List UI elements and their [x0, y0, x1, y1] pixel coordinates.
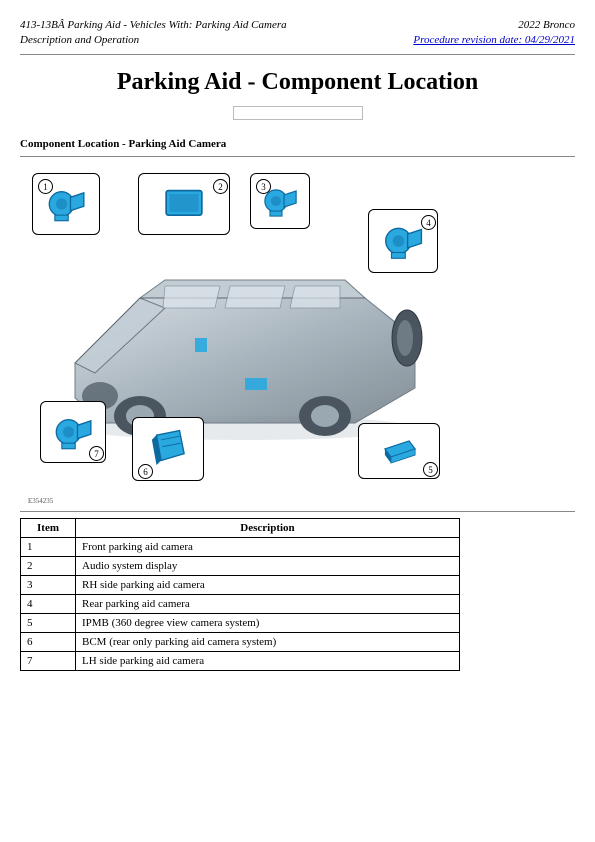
table-cell-desc: Front parking aid camera — [76, 537, 460, 556]
component-icon — [44, 181, 89, 226]
component-table: Item Description 1Front parking aid came… — [20, 518, 460, 671]
callout-number: 2 — [213, 179, 228, 194]
section-heading: Component Location - Parking Aid Camera — [20, 138, 575, 150]
table-cell-item: 3 — [21, 575, 76, 594]
table-cell-desc: IPMB (360 degree view camera system) — [76, 613, 460, 632]
figure-divider — [20, 511, 575, 512]
callout-2: 2 — [138, 173, 230, 235]
component-icon — [260, 181, 300, 221]
table-cell-desc: Audio system display — [76, 556, 460, 575]
table-header-item: Item — [21, 518, 76, 537]
figure-reference: E354235 — [28, 497, 575, 505]
component-icon — [379, 431, 419, 471]
table-row: 2Audio system display — [21, 556, 460, 575]
header-left-line2: Description and Operation — [20, 33, 287, 48]
revision-date-link[interactable]: Procedure revision date: 04/29/2021 — [413, 34, 575, 46]
header-left-line1: 413-13BÂ Parking Aid - Vehicles With: Pa… — [20, 18, 287, 33]
callout-3: 3 — [250, 173, 310, 229]
table-header-row: Item Description — [21, 518, 460, 537]
component-icon — [51, 409, 96, 454]
component-diagram: 1 2 3 4 5 67 — [20, 163, 460, 493]
center-placeholder-box — [233, 106, 363, 120]
table-cell-item: 4 — [21, 594, 76, 613]
table-row: 6BCM (rear only parking aid camera syste… — [21, 632, 460, 651]
callout-1: 1 — [32, 173, 100, 235]
header-right-line1: 2022 Bronco — [413, 18, 575, 33]
table-header-desc: Description — [76, 518, 460, 537]
table-cell-item: 2 — [21, 556, 76, 575]
table-cell-desc: LH side parking aid camera — [76, 651, 460, 670]
section-divider — [20, 156, 575, 157]
component-icon — [162, 181, 207, 226]
table-cell-desc: RH side parking aid camera — [76, 575, 460, 594]
table-cell-item: 7 — [21, 651, 76, 670]
callout-7: 7 — [40, 401, 106, 463]
callout-4: 4 — [368, 209, 438, 273]
component-icon — [145, 426, 191, 472]
callout-6: 6 — [132, 417, 204, 481]
header-left: 413-13BÂ Parking Aid - Vehicles With: Pa… — [20, 18, 287, 48]
table-cell-desc: BCM (rear only parking aid camera system… — [76, 632, 460, 651]
table-cell-item: 1 — [21, 537, 76, 556]
header-divider — [20, 54, 575, 55]
page-header: 413-13BÂ Parking Aid - Vehicles With: Pa… — [20, 18, 575, 48]
callout-5: 5 — [358, 423, 440, 479]
table-cell-item: 6 — [21, 632, 76, 651]
table-row: 1Front parking aid camera — [21, 537, 460, 556]
page-title: Parking Aid - Component Location — [20, 69, 575, 96]
table-row: 3RH side parking aid camera — [21, 575, 460, 594]
callout-number: 5 — [423, 462, 438, 477]
table-row: 7LH side parking aid camera — [21, 651, 460, 670]
table-row: 5IPMB (360 degree view camera system) — [21, 613, 460, 632]
header-right: 2022 Bronco Procedure revision date: 04/… — [413, 18, 575, 48]
component-icon — [380, 218, 426, 264]
table-cell-item: 5 — [21, 613, 76, 632]
table-cell-desc: Rear parking aid camera — [76, 594, 460, 613]
table-row: 4Rear parking aid camera — [21, 594, 460, 613]
